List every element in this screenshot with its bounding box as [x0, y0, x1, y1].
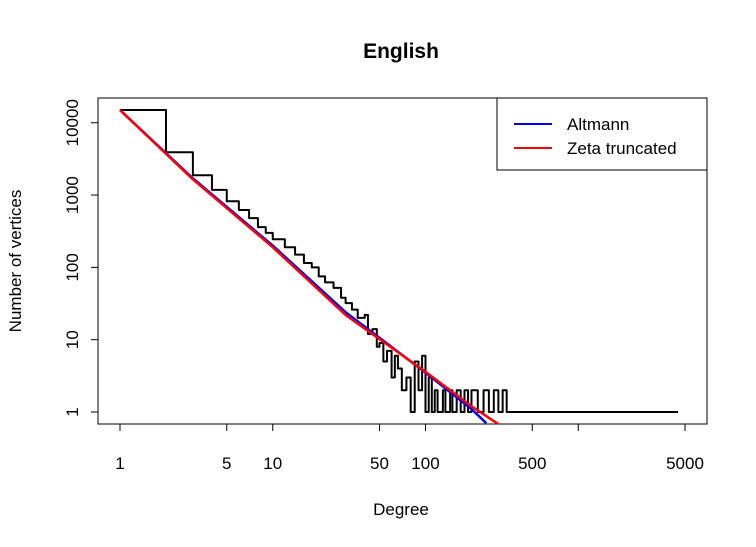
x-tick-label: 50	[370, 454, 389, 473]
x-axis: 1 5 10 50 100 500 5000	[115, 423, 704, 473]
y-tick-label: 100	[63, 253, 82, 281]
x-tick-label: 100	[411, 454, 439, 473]
y-tick-label: 1000	[63, 176, 82, 214]
chart-title: English	[363, 40, 439, 63]
y-axis-label: Number of vertices	[6, 190, 25, 333]
legend: Altmann Zeta truncated	[496, 97, 708, 171]
y-axis: 1 10 100 1000 10000	[63, 99, 99, 417]
y-tick-label: 1	[63, 407, 82, 416]
x-tick-label: 1	[115, 454, 124, 473]
x-tick-label: 10	[263, 454, 282, 473]
y-tick-label: 10	[63, 330, 82, 349]
y-tick-label: 10000	[63, 99, 82, 146]
series-layer	[119, 109, 679, 424]
x-axis-label: Degree	[373, 500, 429, 519]
series-line-zeta-truncated	[119, 109, 501, 424]
legend-zeta-label: Zeta truncated	[567, 139, 677, 158]
legend-box	[496, 97, 708, 171]
series-line-observed	[120, 109, 679, 413]
legend-altmann-label: Altmann	[567, 115, 629, 134]
x-tick-label: 500	[518, 454, 546, 473]
x-tick-label: 5000	[666, 454, 704, 473]
x-tick-label: 5	[222, 454, 231, 473]
